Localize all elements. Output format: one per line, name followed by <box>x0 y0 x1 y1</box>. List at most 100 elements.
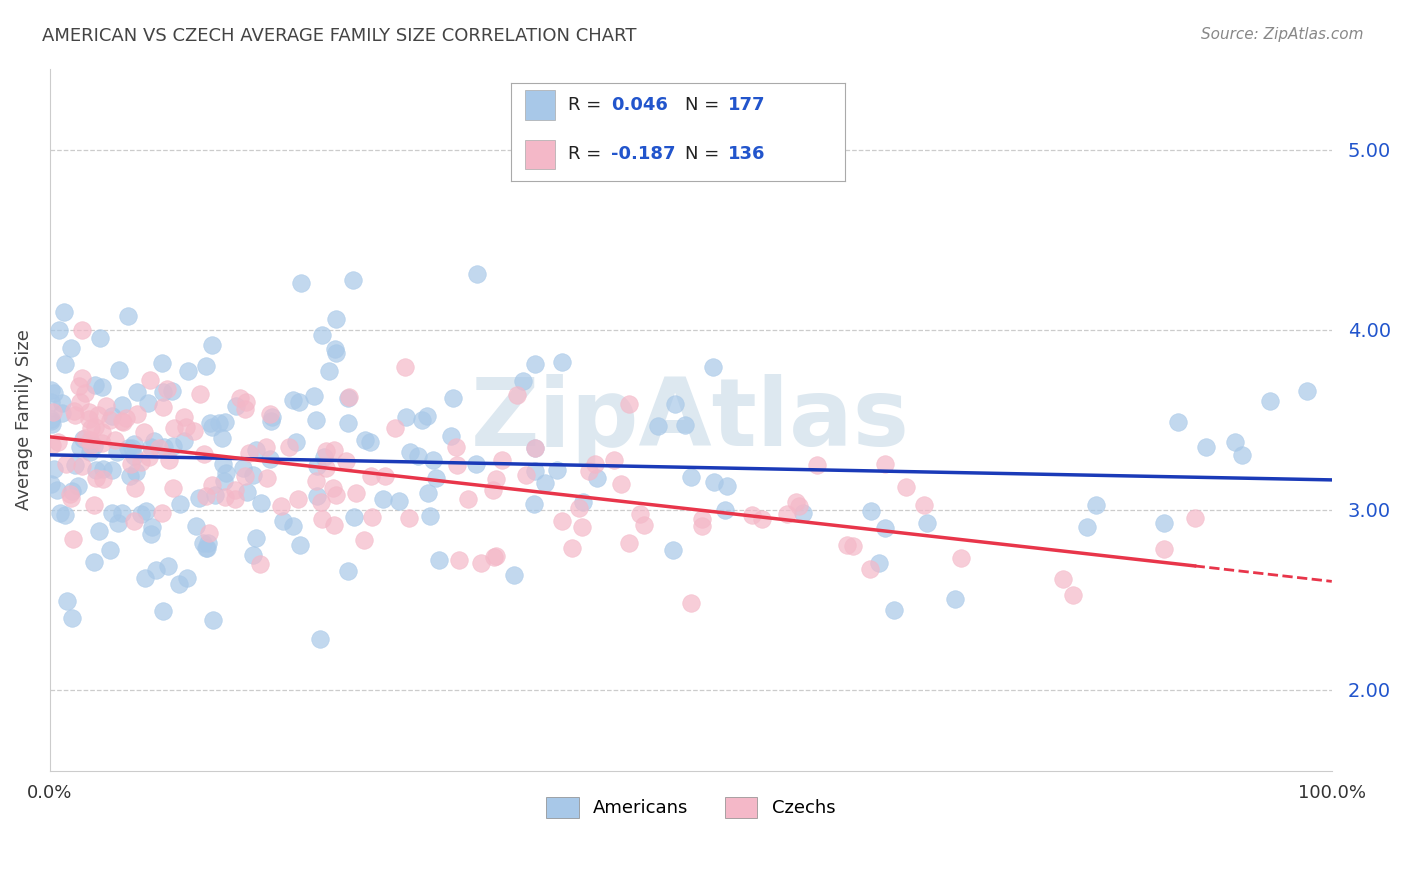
Point <box>610 477 633 491</box>
Point <box>394 359 416 374</box>
Point <box>46 483 69 497</box>
Point <box>183 425 205 439</box>
Point <box>62 532 84 546</box>
Point <box>441 391 464 405</box>
Point <box>1184 510 1206 524</box>
Point <box>571 495 593 509</box>
Point <box>187 491 209 505</box>
Point <box>63 408 86 422</box>
Point <box>235 394 257 409</box>
Point <box>447 553 470 567</box>
Point <box>156 382 179 396</box>
Point <box>214 415 236 429</box>
Point <box>617 536 640 550</box>
Point <box>193 447 215 461</box>
Point <box>152 384 174 399</box>
Point <box>141 520 163 534</box>
Point <box>312 450 335 464</box>
Point <box>277 440 299 454</box>
Point <box>628 507 651 521</box>
Point <box>111 398 134 412</box>
Point <box>751 512 773 526</box>
Point <box>290 538 312 552</box>
Point <box>143 434 166 448</box>
Point <box>583 457 606 471</box>
Point <box>73 431 96 445</box>
Point <box>100 409 122 423</box>
Point <box>585 471 607 485</box>
Point <box>157 559 180 574</box>
Point <box>242 468 264 483</box>
Point <box>373 491 395 506</box>
Point <box>120 468 142 483</box>
Point <box>551 355 574 369</box>
Point <box>281 393 304 408</box>
Y-axis label: Average Family Size: Average Family Size <box>15 329 32 510</box>
Point <box>256 471 278 485</box>
Point <box>335 454 357 468</box>
Point <box>157 453 180 467</box>
Point <box>163 421 186 435</box>
Point <box>395 409 418 424</box>
Point <box>202 613 225 627</box>
Point <box>485 549 508 563</box>
Point <box>1225 434 1247 449</box>
Point <box>603 453 626 467</box>
Point <box>42 405 65 419</box>
Point <box>108 363 131 377</box>
Point <box>212 475 235 489</box>
Point <box>875 521 897 535</box>
Point <box>482 550 505 565</box>
Point <box>523 358 546 372</box>
Point <box>80 420 103 434</box>
Point <box>1153 516 1175 530</box>
Point <box>702 360 724 375</box>
Point <box>117 441 139 455</box>
Point <box>419 508 441 523</box>
Point <box>325 312 347 326</box>
Point <box>260 414 283 428</box>
Point <box>1052 572 1074 586</box>
Text: ZipAtlas: ZipAtlas <box>471 374 910 466</box>
Point <box>134 571 156 585</box>
Point <box>138 373 160 387</box>
Point <box>1296 384 1319 399</box>
Point <box>411 412 433 426</box>
Point <box>505 387 527 401</box>
Point <box>111 414 134 428</box>
Point <box>308 632 330 646</box>
Point <box>162 439 184 453</box>
Point <box>245 443 267 458</box>
Point <box>162 481 184 495</box>
Point <box>883 603 905 617</box>
Point <box>444 440 467 454</box>
Point <box>235 469 257 483</box>
Point <box>162 384 184 399</box>
Point <box>617 397 640 411</box>
Point <box>1167 415 1189 429</box>
Point <box>100 506 122 520</box>
Point <box>422 453 444 467</box>
Point <box>249 558 271 572</box>
Point <box>523 441 546 455</box>
Point <box>173 410 195 425</box>
Point <box>51 396 73 410</box>
Text: AMERICAN VS CZECH AVERAGE FAMILY SIZE CORRELATION CHART: AMERICAN VS CZECH AVERAGE FAMILY SIZE CO… <box>42 27 637 45</box>
Point <box>48 323 70 337</box>
Point <box>446 458 468 473</box>
Point <box>1084 498 1107 512</box>
Point <box>195 359 218 373</box>
Point <box>152 604 174 618</box>
Point <box>79 445 101 459</box>
Point <box>662 542 685 557</box>
Point <box>673 418 696 433</box>
Point <box>491 453 513 467</box>
Point <box>139 527 162 541</box>
Point <box>197 535 219 549</box>
Point <box>1153 541 1175 556</box>
Point <box>91 380 114 394</box>
Point <box>87 524 110 538</box>
Point <box>79 433 101 447</box>
Point <box>83 555 105 569</box>
Point <box>290 276 312 290</box>
